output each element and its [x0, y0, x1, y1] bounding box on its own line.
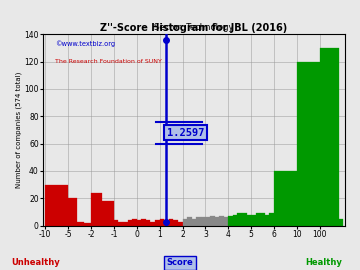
Bar: [132, 219, 137, 226]
Bar: [215, 217, 219, 226]
Bar: [201, 217, 206, 226]
Bar: [91, 193, 103, 226]
Bar: [118, 221, 123, 226]
Bar: [260, 213, 265, 226]
Bar: [206, 217, 210, 226]
Bar: [45, 185, 68, 226]
Bar: [210, 216, 215, 226]
Bar: [233, 215, 238, 226]
Text: The Research Foundation of SUNY: The Research Foundation of SUNY: [55, 59, 162, 64]
Bar: [141, 219, 146, 226]
Title: Z''-Score Histogram for JBL (2016): Z''-Score Histogram for JBL (2016): [100, 23, 288, 33]
Bar: [174, 220, 178, 226]
Bar: [123, 221, 127, 226]
Text: 1.2597: 1.2597: [167, 128, 204, 138]
Bar: [127, 220, 132, 226]
Bar: [183, 219, 187, 226]
Bar: [137, 220, 141, 226]
Bar: [238, 213, 242, 226]
Bar: [339, 219, 343, 226]
Bar: [224, 217, 228, 226]
Bar: [192, 219, 196, 226]
Bar: [114, 220, 118, 226]
Bar: [77, 221, 84, 226]
Bar: [270, 213, 274, 226]
Bar: [146, 220, 150, 226]
Bar: [274, 171, 297, 226]
Bar: [150, 221, 155, 226]
Bar: [228, 216, 233, 226]
Bar: [247, 215, 251, 226]
Text: Healthy: Healthy: [306, 258, 342, 267]
Text: Score: Score: [167, 258, 193, 267]
Bar: [187, 217, 192, 226]
Text: Sector: Technology: Sector: Technology: [154, 23, 234, 32]
Text: Unhealthy: Unhealthy: [12, 258, 60, 267]
Bar: [265, 215, 270, 226]
Bar: [159, 219, 164, 226]
Bar: [297, 62, 320, 226]
Bar: [169, 219, 174, 226]
Bar: [219, 216, 224, 226]
Bar: [251, 215, 256, 226]
Bar: [155, 220, 159, 226]
Bar: [178, 221, 183, 226]
Y-axis label: Number of companies (574 total): Number of companies (574 total): [15, 72, 22, 188]
Text: ©www.textbiz.org: ©www.textbiz.org: [55, 40, 115, 47]
Bar: [320, 48, 339, 226]
Bar: [84, 223, 91, 226]
Bar: [164, 220, 169, 226]
Bar: [242, 213, 247, 226]
Bar: [68, 198, 77, 226]
Bar: [196, 217, 201, 226]
Bar: [256, 213, 260, 226]
Bar: [103, 201, 114, 226]
